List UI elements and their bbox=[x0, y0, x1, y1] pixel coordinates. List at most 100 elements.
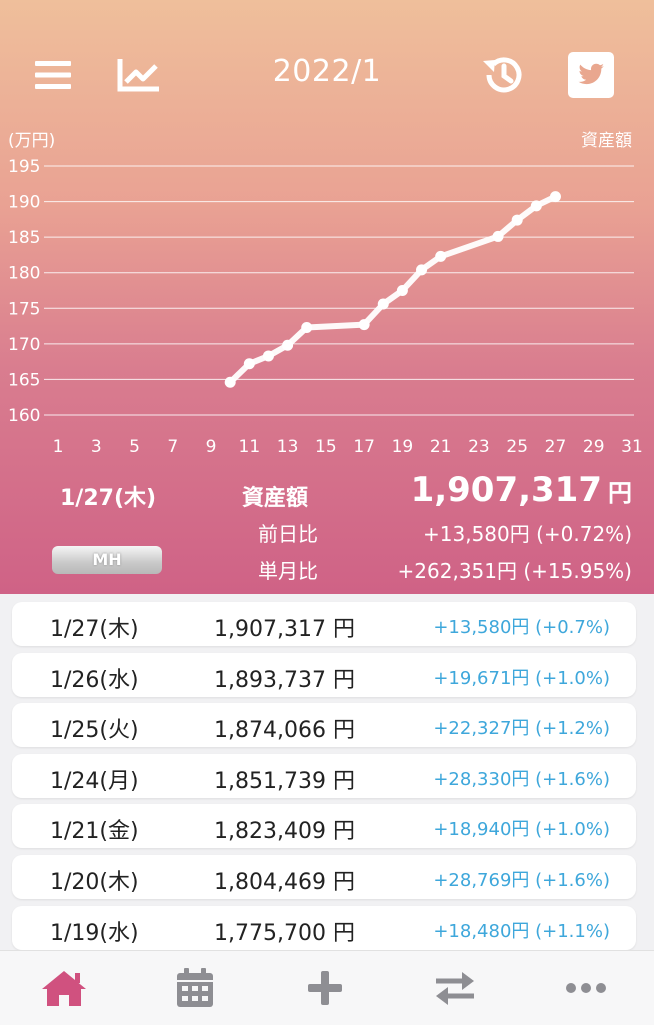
row-date: 1/20(木) bbox=[50, 870, 139, 895]
list-item[interactable]: 1/20(木) 1,804,469 円 +28,769円 (+1.6%) bbox=[12, 855, 636, 899]
chart-series-label: 資産額 bbox=[581, 131, 632, 151]
row-change: +28,769円 (+1.6%) bbox=[433, 870, 610, 891]
row-change: +18,480円 (+1.1%) bbox=[433, 920, 610, 942]
y-tick-label: 195 bbox=[8, 157, 40, 177]
data-point bbox=[530, 200, 542, 212]
x-tick-label: 29 bbox=[583, 437, 605, 457]
x-tick-label: 21 bbox=[430, 437, 452, 457]
top-bar: 2022/1 bbox=[0, 40, 654, 110]
asset-label: 資産額 bbox=[242, 486, 309, 511]
y-tick-label: 185 bbox=[8, 228, 40, 248]
row-date: 1/21(金) bbox=[50, 819, 139, 845]
tab-more[interactable] bbox=[556, 965, 616, 1011]
row-change: +13,580円 (+0.7%) bbox=[433, 617, 610, 638]
data-point bbox=[262, 350, 274, 362]
x-tick-label: 1 bbox=[53, 437, 64, 457]
day-change-value: +13,580円 (+0.72%) bbox=[423, 522, 632, 546]
plus-icon bbox=[308, 971, 342, 1005]
x-tick-label: 3 bbox=[91, 437, 102, 457]
row-amount: 1,804,469 円 bbox=[214, 870, 355, 895]
data-point bbox=[301, 321, 313, 333]
chart-icon[interactable] bbox=[114, 50, 164, 100]
header-hero: 2022/1 (万円) 資産額 195 190 185 180 175 170 165 160… bbox=[0, 0, 654, 594]
calendar-icon bbox=[177, 968, 213, 1007]
day-change-label: 前日比 bbox=[258, 522, 318, 546]
asset-value: 1,907,317 円 bbox=[411, 470, 632, 510]
x-tick-label: 19 bbox=[392, 437, 414, 457]
tab-bar bbox=[0, 950, 654, 1025]
data-point bbox=[224, 376, 236, 388]
row-amount: 1,893,737 円 bbox=[214, 667, 355, 693]
twitter-icon[interactable] bbox=[566, 50, 616, 100]
mh-button[interactable]: MH bbox=[52, 546, 162, 574]
y-tick-label: 190 bbox=[8, 193, 40, 213]
x-tick-label: 31 bbox=[621, 437, 643, 457]
data-point bbox=[511, 214, 523, 226]
data-point bbox=[416, 264, 428, 276]
row-change: +18,940円 (+1.0%) bbox=[433, 819, 610, 841]
month-change-label: 単月比 bbox=[258, 559, 318, 583]
data-point bbox=[282, 339, 294, 351]
x-tick-label: 27 bbox=[545, 437, 567, 457]
data-point bbox=[396, 285, 408, 296]
tab-calendar[interactable] bbox=[165, 965, 225, 1011]
x-tick-label: 13 bbox=[277, 437, 299, 457]
row-date: 1/19(水) bbox=[50, 920, 139, 946]
yen-unit: 円 bbox=[608, 479, 632, 507]
summary-panel: 1/27(木) 資産額 1,907,317 円 前日比 +13,580円 (+0.… bbox=[0, 462, 654, 592]
asset-amount: 1,907,317 bbox=[410, 470, 602, 510]
x-tick-label: 7 bbox=[167, 437, 178, 457]
series-line bbox=[227, 193, 559, 386]
more-icon bbox=[566, 983, 606, 993]
x-tick-label: 5 bbox=[129, 437, 140, 457]
tab-home[interactable] bbox=[34, 965, 94, 1011]
data-point bbox=[492, 230, 504, 242]
row-amount: 1,851,739 円 bbox=[214, 768, 355, 794]
x-tick-label: 15 bbox=[315, 437, 337, 457]
transfer-icon bbox=[436, 972, 474, 1005]
row-date: 1/27(木) bbox=[50, 617, 139, 642]
row-change: +22,327円 (+1.2%) bbox=[433, 718, 610, 740]
list-item[interactable]: 1/19(水) 1,775,700 円 +18,480円 (+1.1%) bbox=[12, 905, 636, 950]
row-change: +19,671円 (+1.0%) bbox=[433, 667, 610, 689]
row-amount: 1,874,066 円 bbox=[214, 718, 355, 744]
data-point bbox=[549, 191, 561, 203]
row-change: +28,330円 (+1.6%) bbox=[433, 768, 610, 790]
x-tick-label: 25 bbox=[506, 437, 528, 457]
x-tick-label: 17 bbox=[353, 437, 375, 457]
data-point bbox=[243, 358, 255, 370]
month-change-value: +262,351円 (+15.95%) bbox=[397, 559, 632, 583]
row-amount: 1,775,700 円 bbox=[214, 920, 355, 946]
daily-asset-list: 1/27(木) 1,907,317 円 +13,580円 (+0.7%) 1/26(水… bbox=[0, 594, 654, 950]
y-tick-label: 170 bbox=[8, 335, 40, 355]
list-item[interactable]: 1/27(木) 1,907,317 円 +13,580円 (+0.7%) bbox=[12, 602, 636, 646]
tab-add[interactable] bbox=[295, 965, 355, 1011]
page-title: 2022/1 bbox=[272, 54, 382, 89]
row-amount: 1,823,409 円 bbox=[214, 819, 355, 845]
list-item[interactable]: 1/26(水) 1,893,737 円 +19,671円 (+1.0%) bbox=[12, 652, 636, 697]
x-tick-label: 23 bbox=[468, 437, 490, 457]
row-date: 1/26(水) bbox=[50, 667, 139, 693]
home-icon bbox=[42, 971, 86, 1006]
tab-transfer[interactable] bbox=[425, 965, 485, 1011]
menu-icon[interactable] bbox=[28, 50, 78, 100]
y-tick-label: 175 bbox=[8, 299, 40, 319]
data-point bbox=[358, 319, 370, 331]
y-tick-label: 160 bbox=[8, 406, 40, 426]
chart-unit-label: (万円) bbox=[8, 131, 56, 151]
x-tick-label: 9 bbox=[206, 437, 217, 457]
row-amount: 1,907,317 円 bbox=[214, 617, 355, 642]
x-tick-label: 11 bbox=[239, 437, 261, 457]
data-point bbox=[435, 250, 447, 262]
list-item[interactable]: 1/25(火) 1,874,066 円 +22,327円 (+1.2%) bbox=[12, 703, 636, 748]
list-item[interactable]: 1/21(金) 1,823,409 円 +18,940円 (+1.0%) bbox=[12, 804, 636, 849]
row-date: 1/25(火) bbox=[50, 718, 139, 744]
list-item[interactable]: 1/24(月) 1,851,739 円 +28,330円 (+1.6%) bbox=[12, 753, 636, 798]
selected-date: 1/27(木) bbox=[60, 486, 157, 511]
row-date: 1/24(月) bbox=[50, 768, 139, 794]
y-tick-label: 180 bbox=[8, 264, 40, 284]
data-point bbox=[377, 298, 389, 310]
y-tick-label: 165 bbox=[8, 370, 40, 390]
history-icon[interactable] bbox=[478, 50, 528, 100]
